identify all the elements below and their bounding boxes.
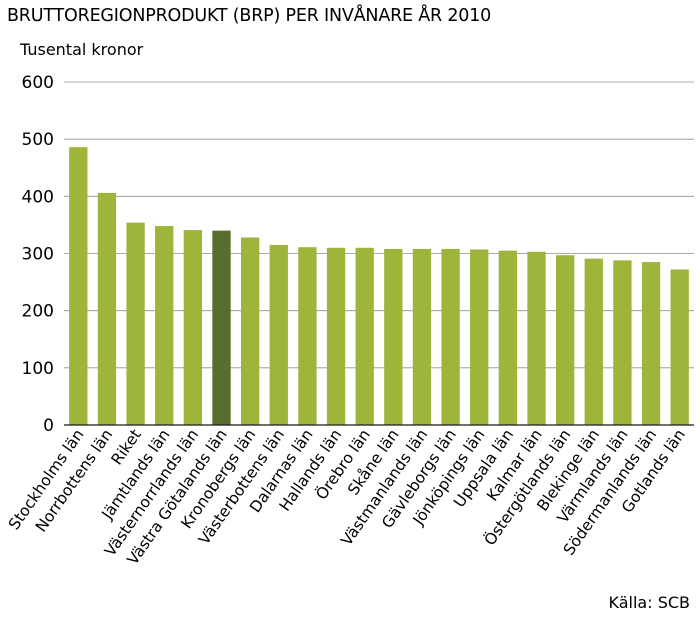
bar bbox=[97, 192, 117, 425]
bar bbox=[555, 255, 575, 425]
bar bbox=[212, 230, 231, 425]
bar bbox=[441, 248, 460, 425]
bar bbox=[183, 230, 203, 425]
bar bbox=[613, 260, 632, 425]
bars bbox=[69, 147, 689, 426]
bar bbox=[69, 147, 88, 426]
bar bbox=[670, 269, 689, 425]
bar bbox=[355, 247, 374, 425]
source-note: Källa: SCB bbox=[609, 593, 691, 612]
y-tick-label: 400 bbox=[22, 187, 54, 207]
bar bbox=[527, 251, 546, 425]
bar bbox=[384, 248, 403, 425]
bar bbox=[641, 262, 661, 425]
y-tick-label: 600 bbox=[22, 73, 54, 93]
bar bbox=[240, 237, 260, 425]
bar bbox=[155, 226, 174, 425]
chart-title: BRUTTOREGIONPRODUKT (BRP) PER INVÅNARE Å… bbox=[7, 4, 491, 26]
bar bbox=[269, 244, 288, 425]
y-tick-label: 200 bbox=[22, 302, 54, 322]
y-tick-label: 300 bbox=[22, 245, 54, 265]
bar bbox=[126, 222, 145, 425]
y-axis-ticks: 0 100 200 300 400 500 600 bbox=[22, 73, 54, 436]
y-axis-unit-label: Tusental kronor bbox=[19, 40, 144, 59]
bar bbox=[498, 250, 518, 425]
y-tick-label: 500 bbox=[22, 130, 54, 150]
bar bbox=[326, 247, 346, 425]
bar bbox=[412, 248, 432, 425]
bar bbox=[298, 247, 317, 425]
bar bbox=[584, 258, 603, 425]
y-tick-label: 0 bbox=[43, 416, 54, 436]
y-tick-label: 100 bbox=[22, 359, 54, 379]
bar bbox=[470, 249, 489, 425]
